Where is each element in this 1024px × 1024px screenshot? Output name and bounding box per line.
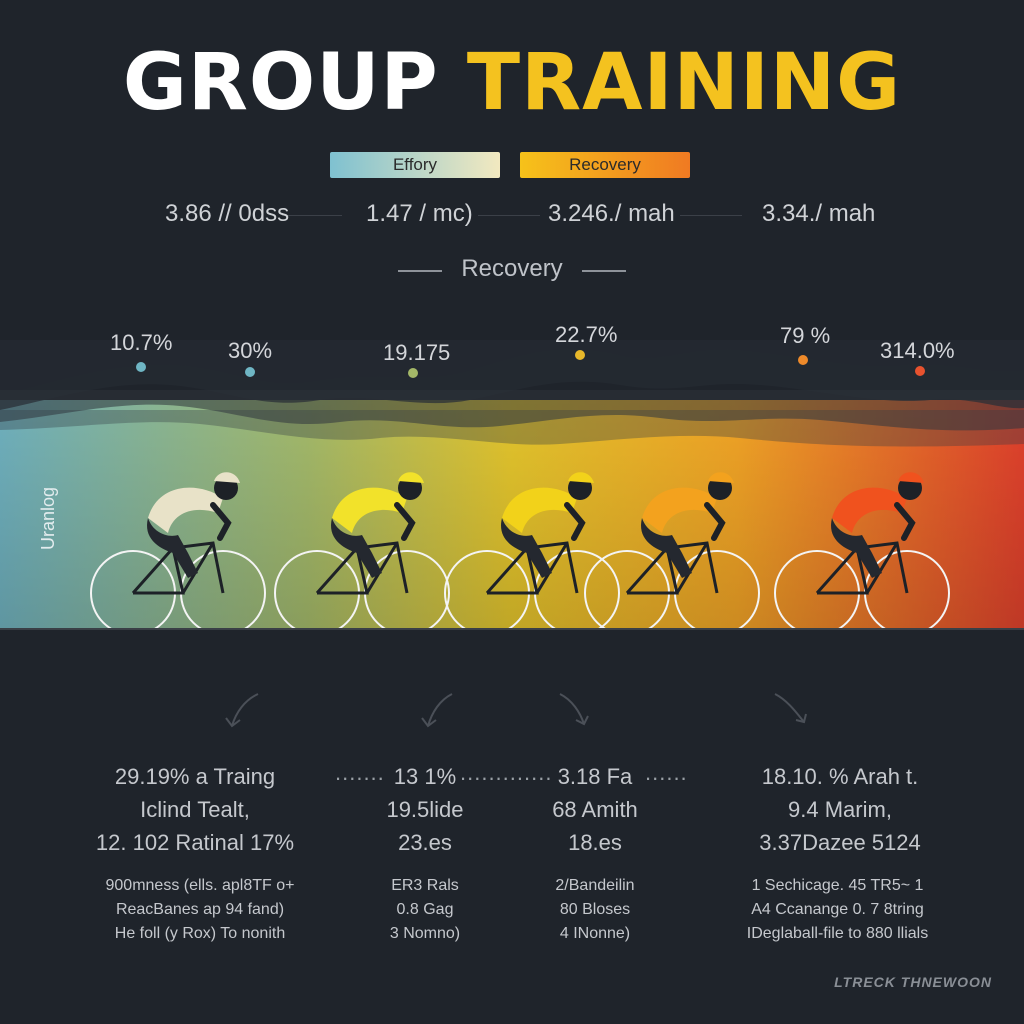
legend-recovery: Recovery — [520, 152, 690, 178]
title-training: TRAINING — [466, 38, 902, 128]
title-group: GROUP — [122, 38, 439, 128]
pointer-arrows — [225, 693, 807, 728]
percent-label: 10.7% — [110, 330, 173, 355]
column-1-lines: 29.19% a Traing Iclind Tealt, 12. 102 Ra… — [90, 760, 300, 859]
column-line: 3.37Dazee 5124 — [759, 830, 921, 855]
detail-line: 1 Sechicage. 45 TR5~ 1 — [751, 877, 924, 894]
stat-divider — [282, 215, 342, 216]
marker-dot — [136, 362, 146, 372]
section-subtitle: Recovery — [461, 255, 563, 282]
stat-2: 1.47 / mc) — [366, 200, 473, 227]
dotted-separator: ...... — [645, 760, 688, 785]
column-3-lines: 3.18 Fa 68 Amith 18.es — [540, 760, 650, 859]
column-line: 19.5lide — [386, 797, 464, 822]
page-title: GROUP TRAINING — [0, 38, 1024, 128]
column-line: 29.19% a Traing — [114, 764, 276, 789]
column-2-details: ER3 Rals 0.8 Gag 3 Nomno) — [375, 874, 475, 946]
column-line: 13 1% — [393, 764, 457, 789]
subtitle-dash-right — [582, 270, 626, 272]
detail-line: 900mness (ells. apl8TF o+ — [105, 877, 295, 894]
cyclist-scene — [0, 340, 1024, 630]
cyclist-icon — [774, 472, 950, 630]
column-4-details: 1 Sechicage. 45 TR5~ 1 A4 Ccanange 0. 7 … — [725, 874, 950, 946]
detail-line: ER3 Rals — [391, 877, 459, 894]
column-line: 3.18 Fa — [557, 764, 633, 789]
side-label: Uranlog — [38, 486, 58, 550]
detail-line: 0.8 Gag — [396, 901, 454, 918]
percent-label: 79 % — [780, 323, 831, 348]
subtitle-dash-left — [398, 270, 442, 272]
column-4-lines: 18.10. % Arah t. 9.4 Marim, 3.37Dazee 51… — [735, 760, 945, 859]
marker-dot — [408, 368, 418, 378]
detail-line: ReacBanes ap 94 fand) — [115, 901, 285, 918]
detail-line: 80 Bloses — [559, 901, 631, 918]
legend-effort: Effory — [330, 152, 500, 178]
marker-dot — [245, 367, 255, 377]
marker-dot — [915, 366, 925, 376]
cyclist-icon — [90, 472, 266, 630]
footer-credit: LTRECK THNEWOON — [834, 974, 992, 990]
percent-label: 314.0% — [880, 338, 955, 363]
detail-line: A4 Ccanange 0. 7 8tring — [751, 901, 924, 918]
cyclist-icon — [274, 472, 450, 630]
column-line: 12. 102 Ratinal 17% — [95, 830, 295, 855]
marker-dot — [575, 350, 585, 360]
column-line: 18.10. % Arah t. — [761, 764, 919, 789]
column-line: 18.es — [568, 830, 622, 855]
ground-line — [0, 628, 1024, 630]
detail-line: 3 Nomno) — [389, 925, 461, 942]
dotted-separator: ....... — [335, 760, 385, 785]
column-line: 68 Amith — [552, 797, 638, 822]
stat-divider — [680, 215, 742, 216]
stat-1: 3.86 // 0dss — [165, 200, 290, 227]
detail-line: He foll (y Rox) To nonith — [114, 925, 286, 942]
column-line: 23.es — [398, 830, 452, 855]
dotted-separator: ............. — [460, 760, 553, 785]
percent-label: 22.7% — [555, 322, 618, 347]
column-1-details: 900mness (ells. apl8TF o+ ReacBanes ap 9… — [90, 874, 310, 946]
marker-dot — [798, 355, 808, 365]
stat-3: 3.246./ mah — [548, 200, 675, 227]
column-line: Iclind Tealt, — [140, 797, 250, 822]
column-3-details: 2/Bandeilin 80 Bloses 4 INonne) — [540, 874, 650, 946]
detail-line: IDeglaball-file to 880 llials — [746, 925, 929, 942]
column-2-lines: 13 1% 19.5lide 23.es — [375, 760, 475, 859]
detail-line: 2/Bandeilin — [555, 877, 635, 894]
stat-divider — [478, 215, 540, 216]
percent-label: 19.175 — [383, 340, 451, 365]
stat-4: 3.34./ mah — [762, 200, 876, 227]
column-line: 9.4 Marim, — [788, 797, 892, 822]
detail-line: 4 INonne) — [559, 925, 631, 942]
percent-label: 30% — [228, 338, 273, 363]
cyclist-icon — [444, 472, 620, 630]
cyclist-icon — [584, 472, 760, 630]
